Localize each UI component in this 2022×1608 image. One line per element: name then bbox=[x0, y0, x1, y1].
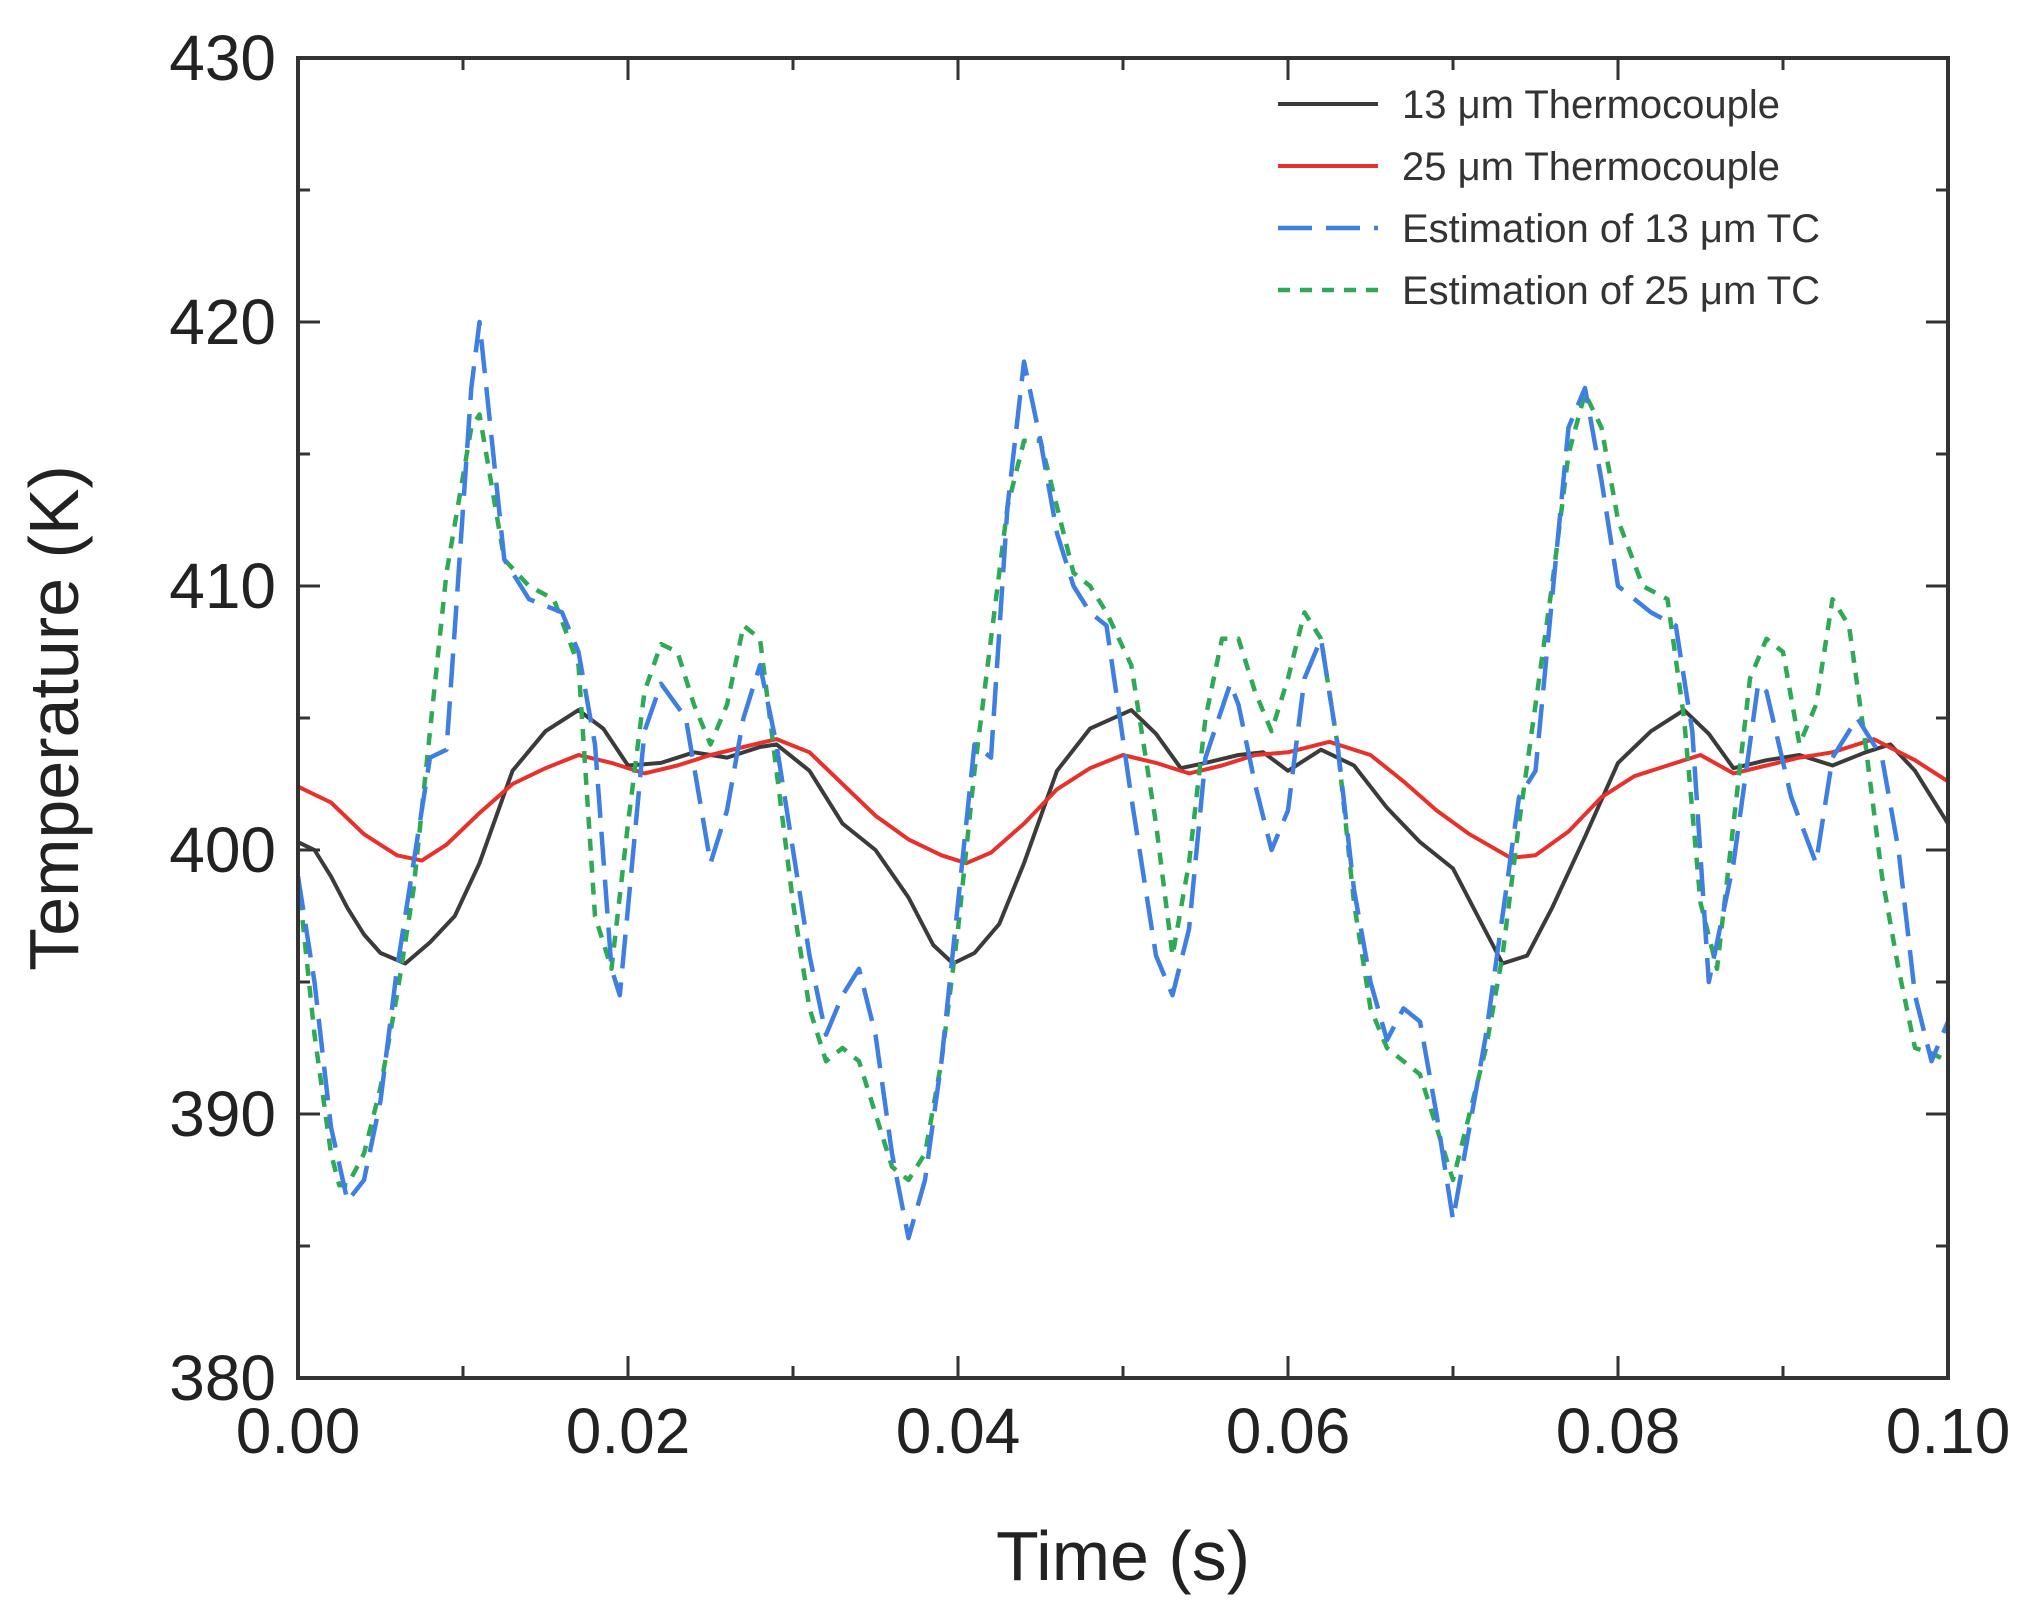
y-tick-label: 400 bbox=[169, 814, 276, 886]
y-tick-label: 430 bbox=[169, 22, 276, 94]
plot-frame bbox=[296, 56, 1950, 1380]
legend-label-0: 13 μm Thermocouple bbox=[1402, 83, 1780, 127]
y-tick-label: 410 bbox=[169, 550, 276, 622]
x-tick-label: 0.06 bbox=[1226, 1395, 1351, 1467]
x-tick-label: 0.02 bbox=[566, 1395, 691, 1467]
legend-label-2: Estimation of 13 μm TC bbox=[1402, 207, 1820, 251]
x-tick-label: 0.10 bbox=[1886, 1395, 2011, 1467]
axis-tick-labels: 0.00 0.02 0.04 0.06 0.08 0.10 380 390 400 410 420 4… bbox=[169, 22, 2010, 1467]
y-tick-label: 380 bbox=[169, 1342, 276, 1414]
x-tick-label: 0.04 bbox=[896, 1395, 1021, 1467]
x-tick-label: 0.00 bbox=[236, 1395, 361, 1467]
series-layer bbox=[298, 319, 1948, 1241]
y-tick-label: 420 bbox=[169, 286, 276, 358]
legend: 13 μm Thermocouple 25 μm Thermocouple Esti… bbox=[1278, 83, 1820, 313]
x-axis-title: Time (s) bbox=[996, 1517, 1250, 1595]
y-axis-title: Temperature (K) bbox=[15, 465, 93, 971]
y-tick-label: 390 bbox=[169, 1078, 276, 1150]
x-tick-label: 0.08 bbox=[1556, 1395, 1681, 1467]
legend-label-1: 25 μm Thermocouple bbox=[1402, 145, 1780, 189]
legend-label-3: Estimation of 25 μm TC bbox=[1402, 269, 1820, 313]
series-line-1 bbox=[298, 737, 1948, 866]
series-line-2 bbox=[298, 319, 1948, 1241]
series-line-3 bbox=[298, 391, 1948, 1188]
